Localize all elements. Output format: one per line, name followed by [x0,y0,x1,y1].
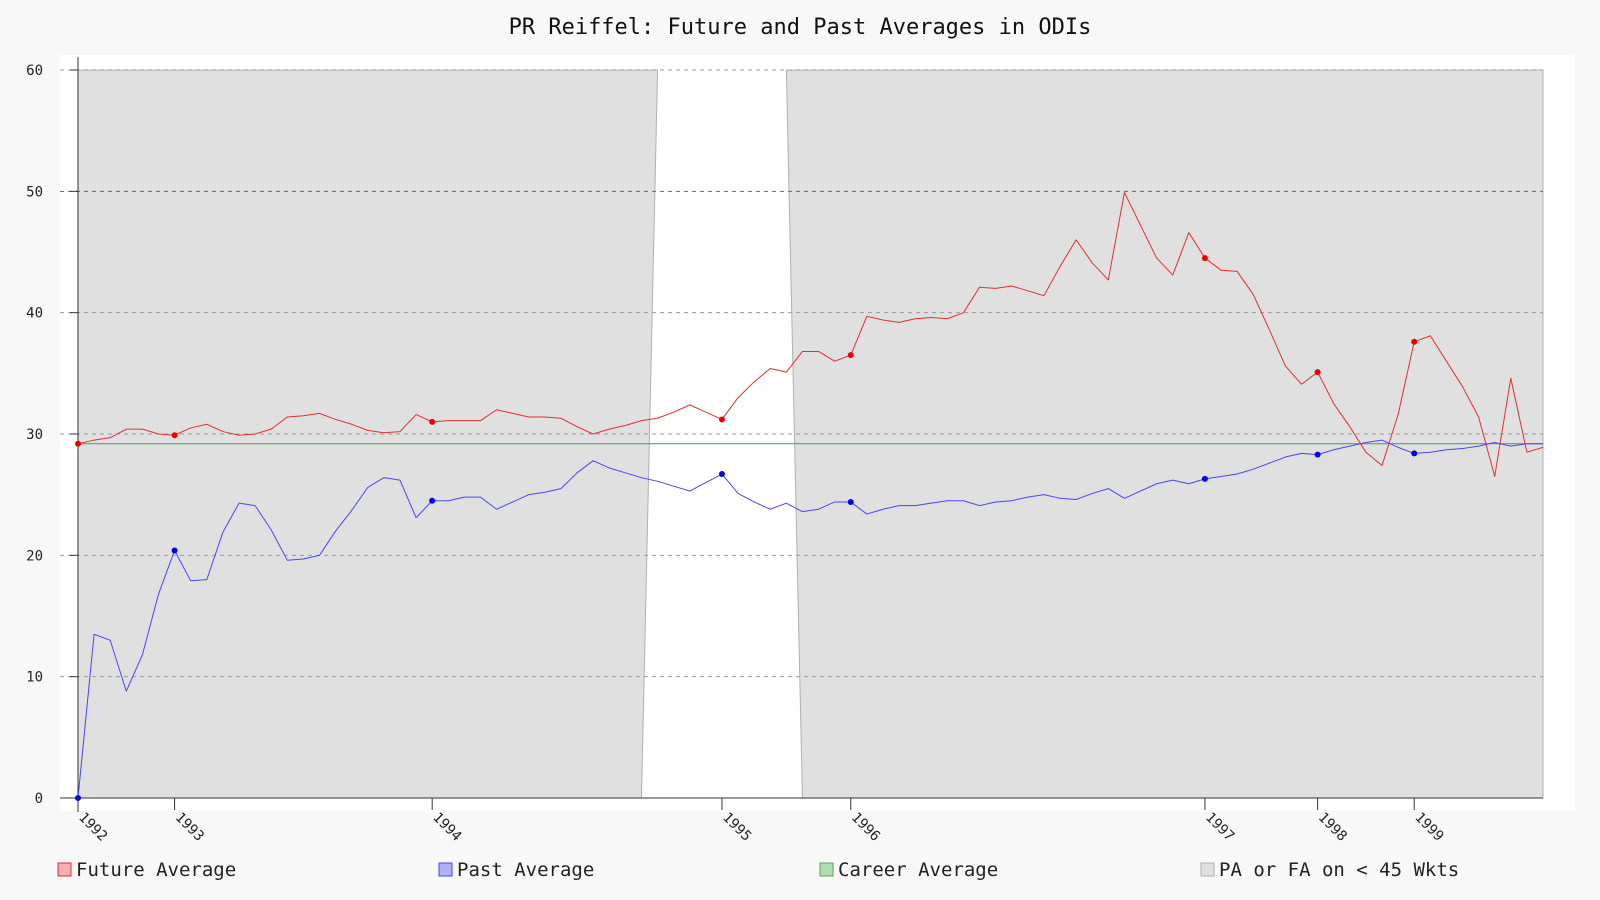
legend-swatch [438,862,453,877]
future-average-point [718,416,725,423]
x-tick-label-1996: 1996 [848,810,883,845]
series-lines [77,192,1544,799]
y-tick-label: 60 [26,63,43,79]
future-average-point [1201,255,1208,262]
grid-lines [60,69,1543,678]
legend-label: PA or FA on < 45 Wkts [1219,859,1459,881]
legend-label: Career Average [838,859,998,881]
future-average-point [75,440,81,447]
y-tick-label: 20 [26,548,43,564]
legend: Future Average Past Average Career Average… [57,859,1459,881]
future-average-line [77,192,1544,477]
y-tick-label: 10 [26,670,43,686]
x-tick-label-1993: 1993 [172,810,207,845]
past-average-point [847,498,854,505]
chart-title: PR Reiffel: Future and Past Averages in … [509,15,1092,40]
future-average-point [1411,338,1418,345]
past-average-point [1411,450,1418,457]
x-tick-label-1995: 1995 [719,810,754,845]
low-wickets-region [77,69,1544,799]
future-average-point [429,418,436,425]
legend-label: Future Average [76,859,236,881]
past-average-point [1314,451,1321,458]
x-tick-label-1994: 1994 [429,810,464,845]
legend-swatch [57,862,72,877]
x-tick-label-1992: 1992 [75,810,110,845]
past-average-point [718,471,725,478]
legend-swatch [1200,862,1215,877]
legend-swatch [819,862,834,877]
past-average-line [77,439,1543,799]
x-tick-label-1998: 1998 [1315,810,1350,845]
legend-label: Past Average [457,859,594,881]
past-average-point [429,497,436,504]
future-average-point [847,352,854,359]
past-average-point [171,547,178,554]
legend-career-average: Career Average [819,859,998,881]
past-average-point [1201,475,1208,482]
y-tick-label: 40 [26,306,43,322]
legend-past-average: Past Average [438,859,594,881]
legend-low-wickets: PA or FA on < 45 Wkts [1200,859,1459,881]
axes: 0 10 20 30 40 50 60 [26,57,1543,812]
y-tick-label: 0 [35,791,43,807]
series-markers [75,255,1418,801]
legend-future-average: Future Average [57,859,236,881]
y-tick-label: 30 [26,427,43,443]
future-average-point [1314,369,1321,376]
x-tick-label-1997: 1997 [1202,810,1237,845]
y-tick-label: 50 [26,184,43,200]
future-average-point [171,432,178,439]
x-tick-label-1999: 1999 [1411,810,1446,845]
